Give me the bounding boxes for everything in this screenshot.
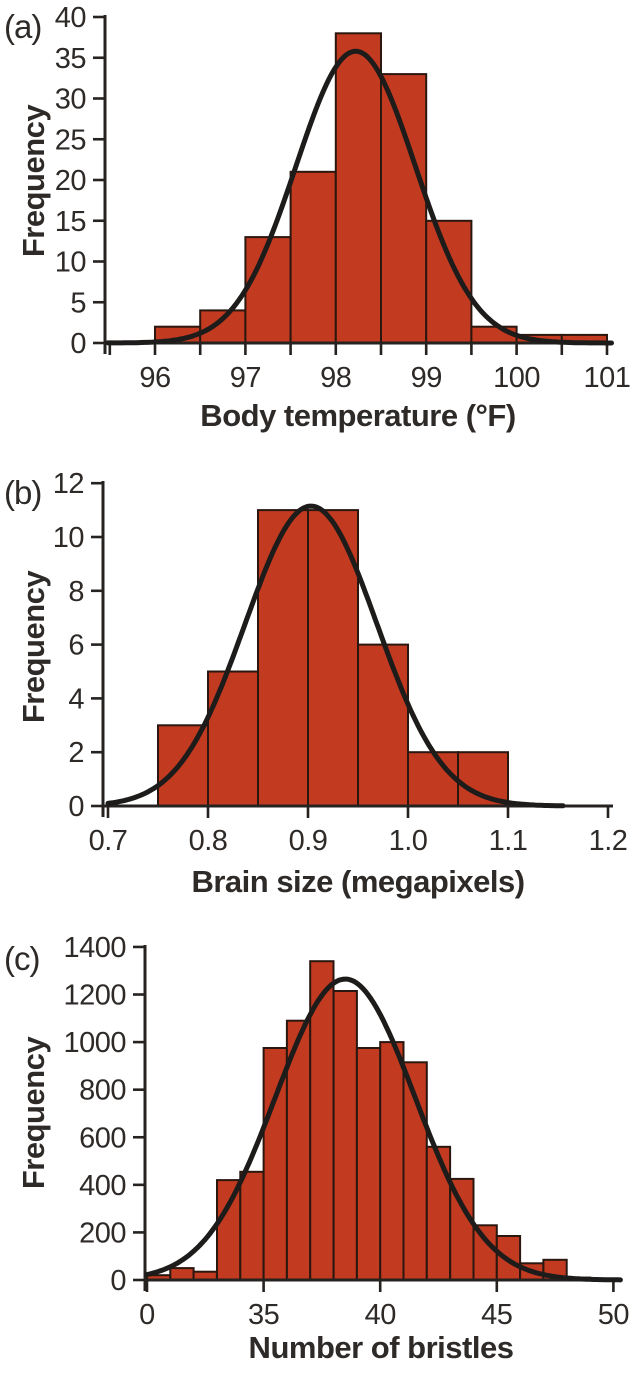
x-tick-label: 1.1 — [489, 825, 528, 857]
y-tick-label: 15 — [55, 206, 86, 238]
x-tick-label: 40 — [365, 1299, 396, 1331]
y-axis-title-c: Frequency — [16, 1036, 51, 1190]
x-tick-label: 101 — [584, 362, 631, 394]
histogram-bar — [239, 1170, 265, 1281]
normal-curve — [144, 976, 623, 1283]
y-tick-label: 400 — [79, 1170, 126, 1202]
panel-label-a: (a) — [4, 8, 42, 45]
x-axis-title-c: Number of bristles — [248, 1330, 514, 1365]
chart-canvas-b: 0 2 4 6 8 10 12 0.7 0.8 0.9 1.0 1.1 1.2 — [53, 468, 628, 857]
x-tick-label: 50 — [598, 1299, 629, 1331]
y-tick-label: 40 — [55, 2, 86, 34]
x-tick-label: 0.7 — [89, 825, 128, 857]
x-tick-label: 96 — [139, 362, 170, 394]
histogram-bar — [244, 236, 292, 345]
normal-curve — [105, 503, 566, 809]
histogram-bar — [334, 32, 382, 345]
chart-canvas-a: 0 5 10 15 20 25 30 35 40 96 97 98 99 100 101 — [55, 2, 631, 394]
y-tick-label: 1000 — [63, 1027, 126, 1059]
panel-c: 0 200 400 600 800 1000 1200 1400 0 35 40 45 50 (c) F… — [0, 932, 632, 1398]
x-axis-title-a: Body temperature (°F) — [200, 398, 516, 433]
x-tick-label: 100 — [493, 362, 540, 394]
histogram-bar — [425, 219, 473, 345]
histogram-bar — [332, 990, 358, 1281]
histogram-bar — [257, 509, 309, 807]
y-tick-label: 25 — [55, 124, 86, 156]
histogram-bar — [289, 170, 337, 344]
y-tick-label: 800 — [79, 1075, 126, 1107]
histogram-bar — [380, 73, 428, 344]
x-tick-label: 45 — [481, 1299, 512, 1331]
x-tick-label: 99 — [411, 362, 442, 394]
panel-b: 0 2 4 6 8 10 12 0.7 0.8 0.9 1.0 1.1 1.2 (b) Frequenc… — [0, 466, 632, 932]
x-tick-label: 98 — [320, 362, 351, 394]
histogram-bar — [407, 751, 459, 808]
y-axis-title-a: Frequency — [16, 104, 51, 258]
x-axis-title-b: Brain size (megapixels) — [191, 864, 525, 899]
histogram-bar — [157, 724, 209, 807]
chart-canvas-c: 0 200 400 600 800 1000 1200 1400 0 35 40 45 50 — [63, 932, 629, 1331]
y-tick-label: 4 — [68, 683, 84, 715]
y-tick-label: 2 — [68, 737, 84, 769]
x-tick-label: 1.2 — [589, 825, 628, 857]
y-tick-label: 12 — [53, 468, 84, 500]
y-tick-label: 8 — [68, 576, 84, 608]
y-tick-label: 0 — [70, 328, 86, 360]
panel-label-b: (b) — [4, 474, 42, 511]
x-tick-label: 0 — [139, 1299, 155, 1331]
y-tick-label: 30 — [55, 84, 86, 116]
y-tick-label: 1400 — [63, 932, 126, 964]
y-axis-title-b: Frequency — [16, 570, 51, 724]
y-tick-label: 5 — [70, 287, 86, 319]
y-tick-label: 0 — [68, 791, 84, 823]
normal-curve — [105, 48, 614, 346]
x-tick-label: 1.0 — [389, 825, 428, 857]
histogram-bar — [357, 643, 409, 807]
panel-a: 0 5 10 15 20 25 30 35 40 96 97 98 99 100 101 (a) Frequ… — [0, 0, 632, 466]
y-tick-label: 200 — [79, 1217, 126, 1249]
x-tick-label: 0.8 — [189, 825, 228, 857]
panel-label-c: (c) — [4, 940, 40, 977]
histogram-bar — [379, 1041, 405, 1281]
y-tick-label: 0 — [110, 1265, 126, 1297]
x-tick-label: 0.9 — [289, 825, 328, 857]
histogram-bar — [207, 670, 259, 807]
x-tick-label: 97 — [230, 362, 261, 394]
histogram-bar — [472, 1224, 498, 1281]
histogram-bar — [216, 1179, 242, 1282]
y-tick-label: 10 — [55, 247, 86, 279]
y-tick-label: 6 — [68, 630, 84, 662]
y-tick-label: 10 — [53, 522, 84, 554]
x-tick-label: 35 — [248, 1299, 279, 1331]
histogram-bar — [425, 1145, 452, 1281]
y-tick-label: 35 — [55, 43, 86, 75]
histogram-bar — [355, 1047, 382, 1281]
histogram-bar — [169, 1267, 195, 1282]
y-tick-label: 1200 — [63, 980, 126, 1012]
y-tick-label: 600 — [79, 1122, 126, 1154]
y-tick-label: 20 — [55, 165, 86, 197]
